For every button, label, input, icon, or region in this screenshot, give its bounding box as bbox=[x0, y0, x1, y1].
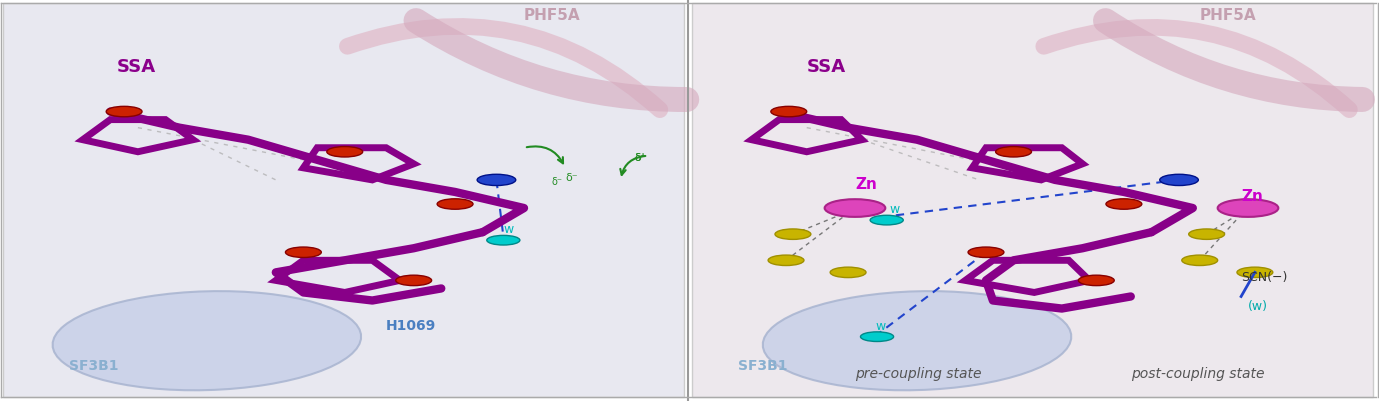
Circle shape bbox=[1106, 199, 1142, 210]
Circle shape bbox=[771, 107, 807, 117]
FancyArrowPatch shape bbox=[348, 27, 661, 110]
Circle shape bbox=[396, 275, 432, 286]
Circle shape bbox=[830, 267, 866, 278]
Circle shape bbox=[1160, 175, 1198, 186]
Circle shape bbox=[1237, 267, 1273, 278]
Circle shape bbox=[1078, 275, 1114, 286]
Text: Zn: Zn bbox=[855, 176, 877, 191]
Circle shape bbox=[327, 147, 363, 158]
Text: SSA: SSA bbox=[807, 58, 845, 76]
Circle shape bbox=[968, 247, 1004, 258]
Circle shape bbox=[106, 107, 142, 117]
Circle shape bbox=[437, 199, 473, 210]
Text: (w): (w) bbox=[1248, 299, 1269, 312]
Text: PHF5A: PHF5A bbox=[524, 8, 581, 23]
Text: SF3B1: SF3B1 bbox=[69, 358, 119, 372]
Circle shape bbox=[487, 236, 520, 245]
FancyBboxPatch shape bbox=[692, 4, 1373, 397]
Text: δ⁺: δ⁺ bbox=[634, 152, 645, 162]
Text: pre-coupling state: pre-coupling state bbox=[855, 366, 982, 380]
Text: δ⁻: δ⁻ bbox=[552, 176, 563, 186]
Circle shape bbox=[768, 255, 804, 266]
Circle shape bbox=[825, 200, 885, 217]
Text: SF3B1: SF3B1 bbox=[738, 358, 787, 372]
Circle shape bbox=[1218, 200, 1278, 217]
Ellipse shape bbox=[763, 292, 1071, 390]
Circle shape bbox=[1182, 255, 1218, 266]
Text: PHF5A: PHF5A bbox=[1200, 8, 1256, 23]
Circle shape bbox=[870, 216, 903, 225]
Text: post-coupling state: post-coupling state bbox=[1131, 366, 1265, 380]
Text: H1069: H1069 bbox=[386, 318, 436, 332]
Circle shape bbox=[285, 247, 321, 258]
Text: δ⁺: δ⁺ bbox=[634, 152, 647, 162]
Text: w: w bbox=[889, 203, 899, 215]
Circle shape bbox=[775, 229, 811, 240]
Text: SCN(−): SCN(−) bbox=[1241, 271, 1288, 284]
Circle shape bbox=[477, 175, 516, 186]
Circle shape bbox=[860, 332, 894, 342]
Ellipse shape bbox=[52, 292, 361, 390]
Text: w: w bbox=[503, 223, 513, 235]
Circle shape bbox=[1189, 229, 1225, 240]
Text: w: w bbox=[876, 319, 885, 332]
FancyBboxPatch shape bbox=[3, 4, 684, 397]
Text: δ⁻: δ⁻ bbox=[565, 172, 578, 182]
Text: SSA: SSA bbox=[117, 58, 156, 76]
FancyArrowPatch shape bbox=[1044, 28, 1350, 110]
FancyArrowPatch shape bbox=[416, 22, 687, 100]
FancyArrowPatch shape bbox=[1106, 22, 1362, 100]
Text: Zn: Zn bbox=[1241, 188, 1263, 203]
Circle shape bbox=[996, 147, 1031, 158]
